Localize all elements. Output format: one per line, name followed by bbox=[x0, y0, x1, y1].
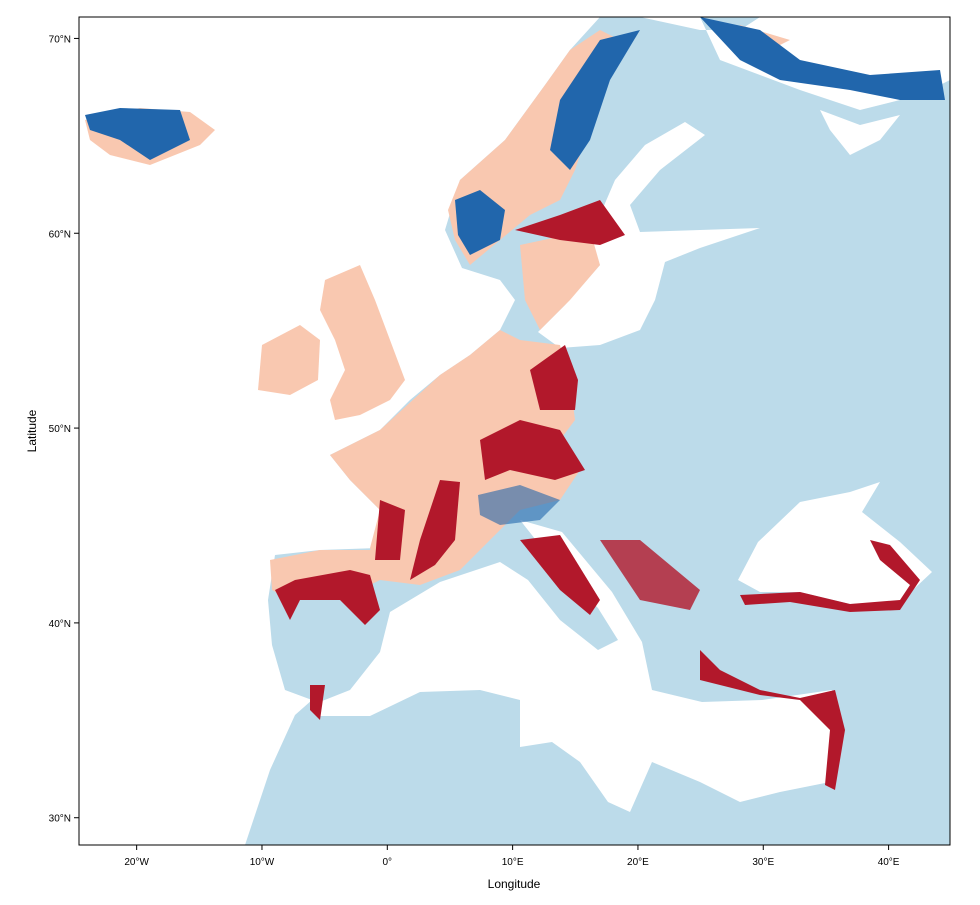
x-axis-label: Longitude bbox=[488, 877, 541, 891]
y-tick-label: 40°N bbox=[49, 619, 71, 630]
y-tick-label: 70°N bbox=[49, 34, 71, 45]
region bbox=[515, 200, 625, 245]
region bbox=[740, 540, 920, 612]
barents-sea bbox=[640, 17, 950, 155]
x-tick-label: 0° bbox=[383, 857, 393, 868]
x-tick-label: 20°E bbox=[627, 857, 649, 868]
region bbox=[520, 230, 600, 330]
red-regions bbox=[275, 200, 920, 790]
region bbox=[455, 190, 505, 255]
y-tick-label: 50°N bbox=[49, 424, 71, 435]
region bbox=[410, 480, 460, 580]
region bbox=[550, 30, 640, 170]
region bbox=[85, 108, 190, 160]
x-tick-label: 30°E bbox=[752, 857, 774, 868]
x-tick-label: 10°W bbox=[250, 857, 275, 868]
map-layers bbox=[79, 17, 950, 845]
plot-frame bbox=[78, 16, 951, 846]
region bbox=[275, 570, 380, 625]
x-tick-label: 10°E bbox=[502, 857, 524, 868]
region bbox=[600, 540, 700, 610]
baltic-sea bbox=[538, 122, 760, 348]
region bbox=[520, 535, 600, 615]
region bbox=[310, 685, 325, 720]
mediterranean-sea bbox=[312, 520, 836, 812]
region bbox=[700, 650, 845, 790]
black-sea bbox=[738, 482, 932, 604]
region bbox=[375, 500, 405, 560]
region bbox=[480, 420, 585, 480]
y-axis-label: Latitude bbox=[25, 409, 39, 452]
blue-regions bbox=[85, 17, 945, 525]
region bbox=[478, 485, 560, 525]
y-tick-label: 60°N bbox=[49, 229, 71, 240]
region bbox=[530, 345, 578, 410]
x-tick-label: 40°E bbox=[878, 857, 900, 868]
region bbox=[320, 265, 405, 420]
x-tick-label: 20°W bbox=[124, 857, 149, 868]
y-tick-label: 30°N bbox=[49, 814, 71, 825]
atlantic-sea bbox=[79, 17, 600, 845]
region bbox=[700, 17, 945, 100]
region bbox=[258, 325, 320, 395]
